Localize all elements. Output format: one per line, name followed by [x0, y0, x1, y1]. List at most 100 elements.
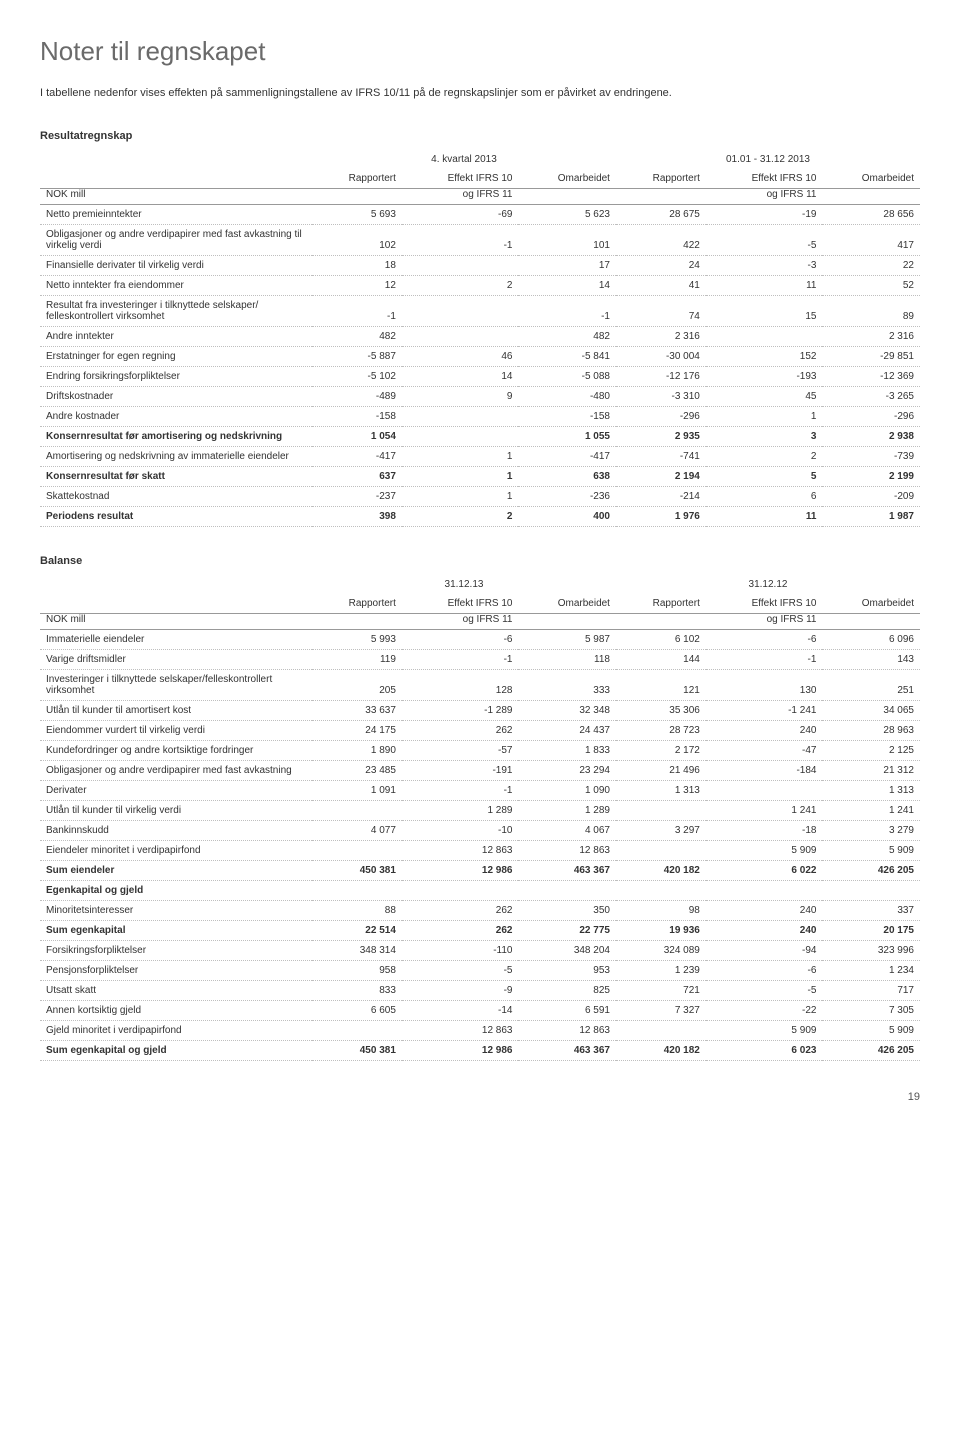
cell-value: 20 175 — [822, 920, 920, 940]
cell-value: 1 239 — [616, 960, 706, 980]
cell-value: -480 — [518, 386, 615, 406]
cell-value: 262 — [402, 720, 519, 740]
col-omarbeidet: Omarbeidet — [822, 594, 920, 614]
cell-value: 101 — [518, 224, 615, 255]
table-row: Erstatninger for egen regning-5 88746-5 … — [40, 346, 920, 366]
cell-value: -1 — [402, 780, 519, 800]
table-row: Immaterielle eiendeler5 993-65 9876 102-… — [40, 629, 920, 649]
cell-value: -30 004 — [616, 346, 706, 366]
cell-value — [402, 255, 519, 275]
cell-value — [822, 880, 920, 900]
cell-value: 637 — [312, 466, 402, 486]
cell-value: -5 — [402, 960, 519, 980]
cell-value: 28 656 — [822, 204, 920, 224]
cell-value: 1 — [402, 486, 519, 506]
cell-value — [312, 840, 402, 860]
intro-text: I tabellene nedenfor vises effekten på s… — [40, 85, 740, 102]
cell-value: 1 090 — [518, 780, 615, 800]
cell-value: 5 — [706, 466, 823, 486]
cell-value: 1 987 — [822, 506, 920, 526]
table-row: Derivater1 091-11 0901 3131 313 — [40, 780, 920, 800]
row-label: Utlån til kunder til amortisert kost — [40, 700, 312, 720]
cell-value: 17 — [518, 255, 615, 275]
cell-value: 6 — [706, 486, 823, 506]
cell-value: 958 — [312, 960, 402, 980]
row-label: Andre inntekter — [40, 326, 312, 346]
cell-value: -5 — [706, 224, 823, 255]
cell-value: 128 — [402, 669, 519, 700]
cell-value: -214 — [616, 486, 706, 506]
cell-value: 1 055 — [518, 426, 615, 446]
cell-value — [518, 880, 615, 900]
cell-value: 34 065 — [822, 700, 920, 720]
table-row: Forsikringsforpliktelser348 314-110348 2… — [40, 940, 920, 960]
cell-value: 121 — [616, 669, 706, 700]
cell-value: 12 863 — [518, 1020, 615, 1040]
cell-value: 33 637 — [312, 700, 402, 720]
cell-value: -489 — [312, 386, 402, 406]
cell-value: 22 775 — [518, 920, 615, 940]
cell-value — [402, 406, 519, 426]
cell-value: 1 054 — [312, 426, 402, 446]
cell-value: -12 369 — [822, 366, 920, 386]
row-label: Kundefordringer og andre kortsiktige for… — [40, 740, 312, 760]
col-omarbeidet: Omarbeidet — [518, 169, 615, 189]
row-label: Konsernresultat før amortisering og neds… — [40, 426, 312, 446]
cell-value: 450 381 — [312, 1040, 402, 1060]
cell-value: 2 125 — [822, 740, 920, 760]
table-row: Andre kostnader-158-158-2961-296 — [40, 406, 920, 426]
cell-value: -3 310 — [616, 386, 706, 406]
table-row: Obligasjoner og andre verdipapirer med f… — [40, 224, 920, 255]
table-row: Endring forsikringsforpliktelser-5 10214… — [40, 366, 920, 386]
table-row: Annen kortsiktig gjeld6 605-146 5917 327… — [40, 1000, 920, 1020]
table-row: Netto premieinntekter5 693-695 62328 675… — [40, 204, 920, 224]
resultat-section-label: Resultatregnskap — [40, 130, 920, 142]
table-row: Sum egenkapital22 51426222 77519 9362402… — [40, 920, 920, 940]
row-label: Minoritetsinteresser — [40, 900, 312, 920]
cell-value: 2 172 — [616, 740, 706, 760]
cell-value: -5 841 — [518, 346, 615, 366]
col-effekt: Effekt IFRS 10 — [402, 594, 519, 614]
cell-value: 350 — [518, 900, 615, 920]
cell-value: 2 316 — [822, 326, 920, 346]
cell-value: 23 485 — [312, 760, 402, 780]
cell-value: 52 — [822, 275, 920, 295]
cell-value: 14 — [402, 366, 519, 386]
table-row: Utlån til kunder til virkelig verdi1 289… — [40, 800, 920, 820]
col-nokmill: NOK mill — [40, 613, 312, 629]
col-effekt-sub: og IFRS 11 — [706, 188, 823, 204]
cell-value: 152 — [706, 346, 823, 366]
cell-value: 450 381 — [312, 860, 402, 880]
table-row: Periodens resultat39824001 976111 987 — [40, 506, 920, 526]
cell-value: 6 591 — [518, 1000, 615, 1020]
cell-value — [616, 880, 706, 900]
cell-value — [402, 880, 519, 900]
cell-value: -1 — [402, 649, 519, 669]
page-title: Noter til regnskapet — [40, 36, 920, 67]
cell-value: 3 — [706, 426, 823, 446]
cell-value: 3 279 — [822, 820, 920, 840]
cell-value: 22 — [822, 255, 920, 275]
cell-value: 98 — [616, 900, 706, 920]
cell-value: 1 241 — [822, 800, 920, 820]
cell-value — [402, 426, 519, 446]
cell-value: 11 — [706, 506, 823, 526]
row-label: Derivater — [40, 780, 312, 800]
cell-value: -236 — [518, 486, 615, 506]
table-row: Varige driftsmidler119-1118144-1143 — [40, 649, 920, 669]
cell-value: 463 367 — [518, 860, 615, 880]
cell-value: 1 313 — [616, 780, 706, 800]
cell-value: 24 — [616, 255, 706, 275]
cell-value: 422 — [616, 224, 706, 255]
cell-value: 1 — [706, 406, 823, 426]
cell-value — [312, 880, 402, 900]
col-rapportert: Rapportert — [312, 594, 402, 614]
cell-value: 5 623 — [518, 204, 615, 224]
col-rapportert: Rapportert — [616, 594, 706, 614]
cell-value: 7 327 — [616, 1000, 706, 1020]
cell-value: -184 — [706, 760, 823, 780]
cell-value: 7 305 — [822, 1000, 920, 1020]
table-row: Gjeld minoritet i verdipapirfond12 86312… — [40, 1020, 920, 1040]
cell-value: 5 987 — [518, 629, 615, 649]
row-label: Eiendeler minoritet i verdipapirfond — [40, 840, 312, 860]
